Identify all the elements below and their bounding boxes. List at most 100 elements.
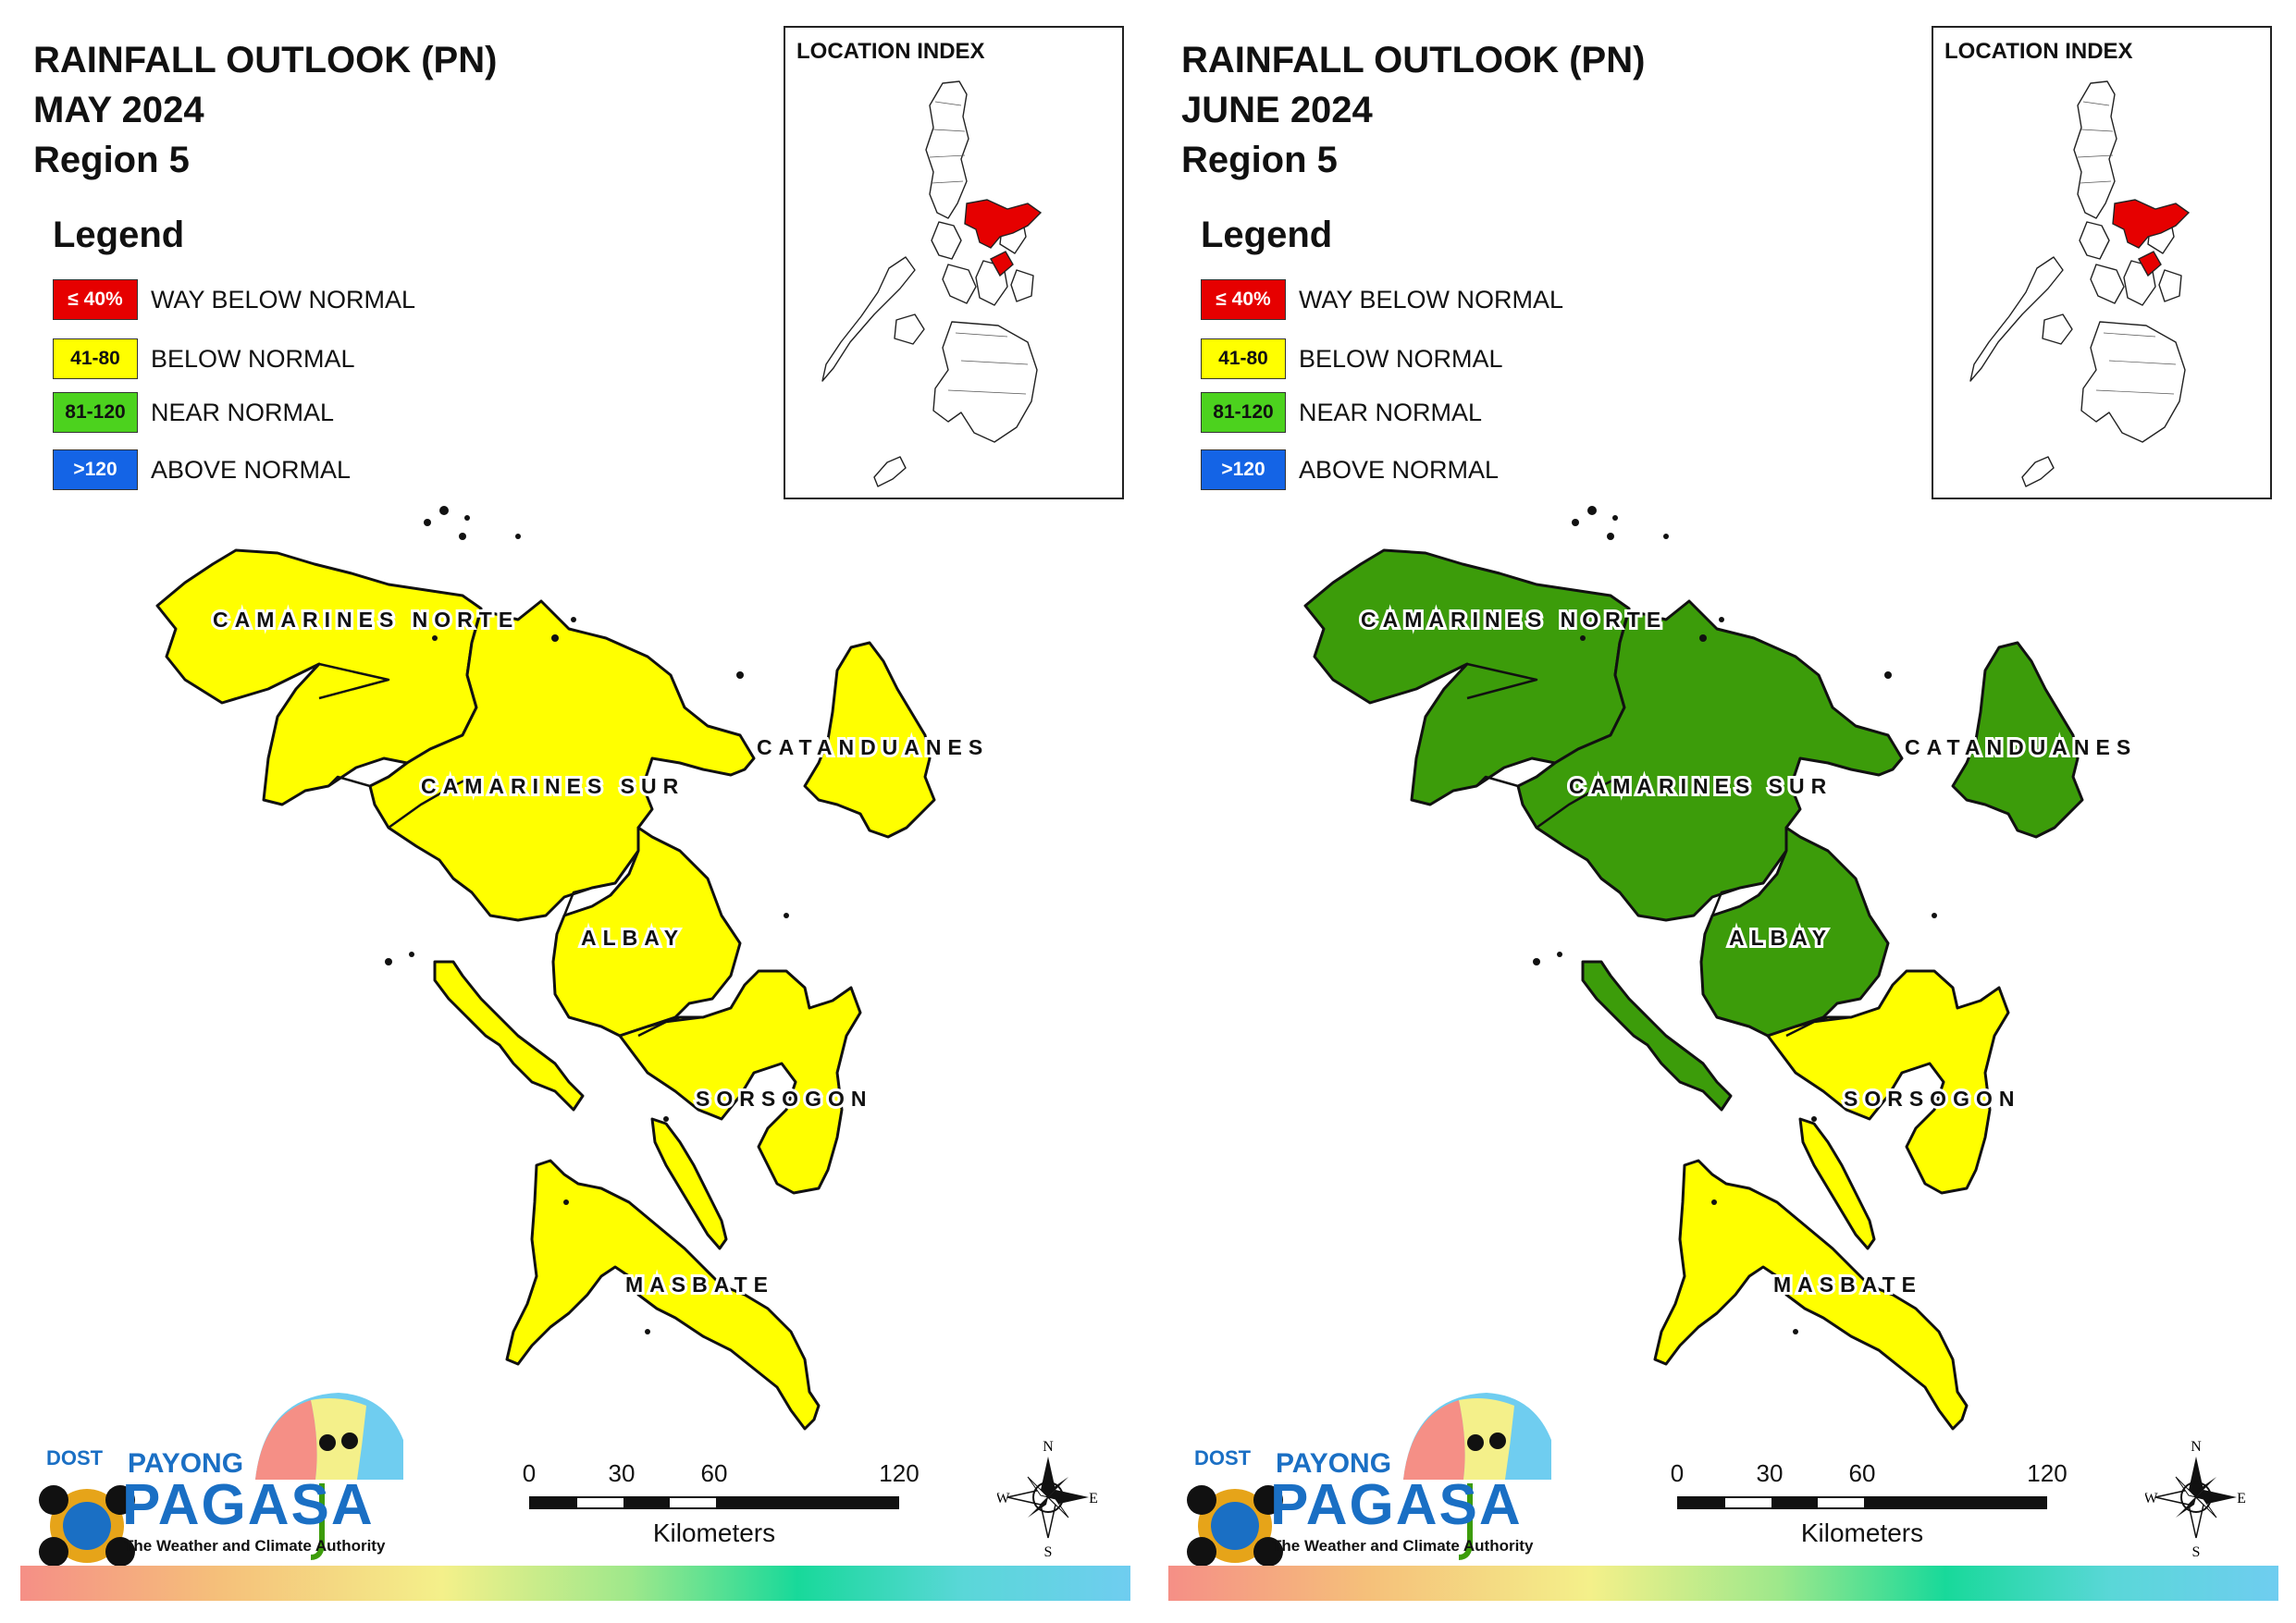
legend-item-below: 41-80 BELOW NORMAL (53, 338, 355, 379)
region-5-map: CAMARINES NORTE CAMARINES SUR CATANDUANE… (155, 506, 989, 1431)
scale-unit: Kilometers (1800, 1518, 1924, 1547)
umbrella-icon (1187, 1393, 1551, 1567)
philippines-index-map (1969, 80, 2191, 487)
label-catanduanes: CATANDUANES (1905, 735, 2137, 759)
title-month: MAY 2024 (33, 90, 204, 130)
compass-s: S (2192, 1544, 2201, 1558)
legend-label: BELOW NORMAL (1299, 344, 1503, 373)
legend-swatch: 81-120 (1201, 392, 1286, 433)
province-burias (1581, 960, 1733, 1112)
legend-item-way-below: ≤ 40% WAY BELOW NORMAL (1201, 279, 1563, 320)
scale-tick: 120 (879, 1459, 920, 1487)
scale-tick: 60 (1848, 1459, 1876, 1487)
label-masbate: MASBATE (625, 1273, 774, 1297)
region-5-highlight (964, 199, 1043, 277)
logo-pagasa: PAGASA (1270, 1473, 1523, 1537)
legend-swatch: ≤ 40% (1201, 279, 1286, 320)
legend-swatch: ≤ 40% (53, 279, 138, 320)
scale-tick: 30 (608, 1459, 636, 1487)
map-title: RAINFALL OUTLOOK (PN) MAY 2024 Region 5 (33, 35, 497, 185)
north-arrow-compass-icon: N S E W (997, 1439, 1098, 1558)
region-5-map: CAMARINES NORTE CAMARINES SUR CATANDUANE… (1303, 506, 2137, 1431)
legend-swatch: 41-80 (53, 338, 138, 379)
location-index-title: LOCATION INDEX (1944, 39, 2133, 64)
scale-bar: 0 30 60 120 Kilometers (520, 1459, 920, 1561)
scale-bar: 0 30 60 120 Kilometers (1668, 1459, 2068, 1561)
north-arrow-compass-icon: N S E W (2145, 1439, 2246, 1558)
label-albay: ALBAY (581, 926, 685, 950)
philippines-index-map (821, 80, 1043, 487)
logo-tagline: The Weather and Climate Authority (124, 1537, 386, 1555)
logo-dost: DOST (46, 1446, 104, 1469)
title-line-1: RAINFALL OUTLOOK (PN) (1181, 40, 1646, 80)
province-camarines-norte (1303, 548, 1631, 806)
logo-dost: DOST (1194, 1446, 1252, 1469)
compass-n: N (2191, 1439, 2202, 1455)
legend-title: Legend (1201, 215, 1333, 255)
legend-item-above: >120 ABOVE NORMAL (1201, 449, 1499, 490)
scale-bar-graphic (529, 1496, 899, 1509)
region-5-highlight (2112, 199, 2191, 277)
label-sorsogon: SORSOGON (696, 1087, 872, 1111)
location-index: LOCATION INDEX (1932, 26, 2272, 499)
legend-item-way-below: ≤ 40% WAY BELOW NORMAL (53, 279, 415, 320)
june-2024-panel: RAINFALL OUTLOOK (PN) JUNE 2024 Region 5… (1148, 0, 2296, 1623)
logo-payong: PAYONG (1276, 1448, 1392, 1479)
province-camarines-sur (368, 599, 756, 922)
legend-label: NEAR NORMAL (151, 398, 335, 426)
scale-tick: 0 (1670, 1459, 1685, 1487)
logo-tagline: The Weather and Climate Authority (1272, 1537, 1534, 1555)
province-sorsogon (1766, 969, 2010, 1195)
location-index-title: LOCATION INDEX (796, 39, 985, 64)
label-masbate: MASBATE (1773, 1273, 1922, 1297)
color-gradient-bar (20, 1566, 1130, 1601)
legend-label: NEAR NORMAL (1299, 398, 1483, 426)
province-ticao (650, 1117, 728, 1250)
title-region: Region 5 (33, 140, 190, 180)
umbrella-icon (39, 1393, 403, 1567)
label-catanduanes: CATANDUANES (757, 735, 989, 759)
scale-tick: 30 (1756, 1459, 1784, 1487)
province-camarines-sur (1516, 599, 1904, 922)
legend-item-below: 41-80 BELOW NORMAL (1201, 338, 1503, 379)
compass-n: N (1043, 1439, 1054, 1455)
compass-w: W (2145, 1491, 2158, 1506)
map-title: RAINFALL OUTLOOK (PN) JUNE 2024 Region 5 (1181, 35, 1645, 185)
compass-e: E (2237, 1491, 2246, 1506)
compass-e: E (1089, 1491, 1098, 1506)
legend-label: BELOW NORMAL (151, 344, 355, 373)
compass-w: W (997, 1491, 1010, 1506)
legend-swatch: >120 (1201, 449, 1286, 490)
scale-tick: 120 (2027, 1459, 2068, 1487)
scale-bar-graphic (1677, 1496, 2047, 1509)
legend-title: Legend (53, 215, 185, 255)
legend-swatch: 41-80 (1201, 338, 1286, 379)
label-camarines-sur: CAMARINES SUR (1569, 774, 1833, 798)
province-catanduanes (1951, 641, 2084, 839)
label-albay: ALBAY (1729, 926, 1833, 950)
legend-label: WAY BELOW NORMAL (151, 285, 416, 314)
legend-label: ABOVE NORMAL (151, 455, 352, 484)
province-camarines-norte (155, 548, 483, 806)
payong-pagasa-logo: DOST PAYONG PAGASA The Weather and Clima… (1181, 1387, 1551, 1572)
title-line-1: RAINFALL OUTLOOK (PN) (33, 40, 498, 80)
legend-label: ABOVE NORMAL (1299, 455, 1500, 484)
province-masbate (505, 1159, 821, 1431)
province-sorsogon (618, 969, 862, 1195)
scale-tick: 0 (522, 1459, 537, 1487)
province-burias (433, 960, 585, 1112)
province-ticao (1798, 1117, 1876, 1250)
legend-swatch: 81-120 (53, 392, 138, 433)
label-camarines-sur: CAMARINES SUR (421, 774, 685, 798)
scale-tick: 60 (700, 1459, 728, 1487)
legend-item-near: 81-120 NEAR NORMAL (1201, 392, 1482, 433)
color-gradient-bar (1168, 1566, 2278, 1601)
location-index: LOCATION INDEX (784, 26, 1124, 499)
logo-pagasa: PAGASA (122, 1473, 375, 1537)
legend-swatch: >120 (53, 449, 138, 490)
province-masbate (1653, 1159, 1969, 1431)
label-camarines-norte: CAMARINES NORTE (1361, 608, 1667, 632)
title-region: Region 5 (1181, 140, 1338, 180)
label-sorsogon: SORSOGON (1844, 1087, 2020, 1111)
label-camarines-norte: CAMARINES NORTE (213, 608, 519, 632)
